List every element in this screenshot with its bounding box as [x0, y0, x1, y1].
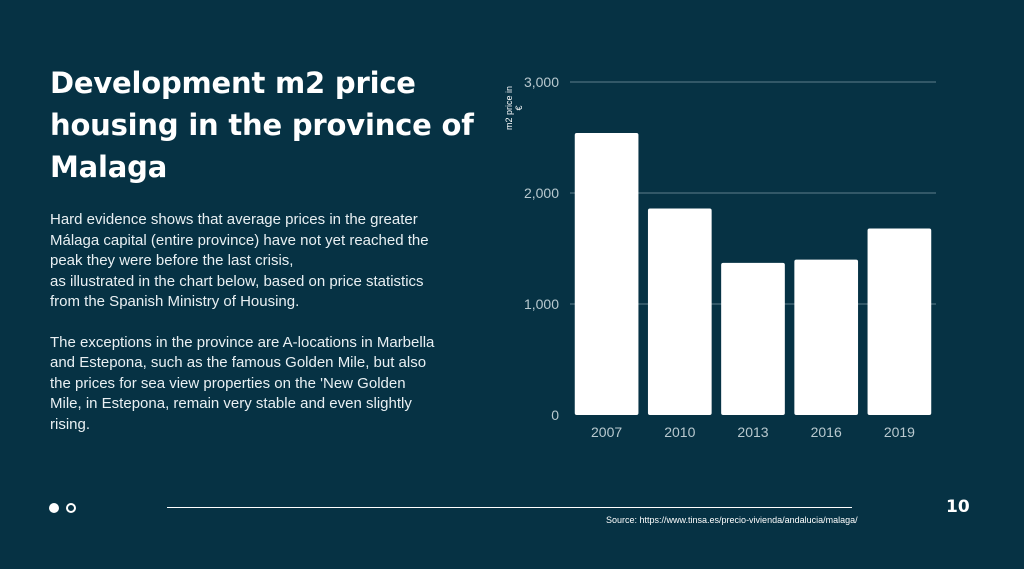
y-tick-label: 0: [551, 407, 559, 423]
text-line: rising.: [50, 415, 91, 433]
x-tick-label: 2016: [811, 424, 842, 440]
text-line: as illustrated in the chart below, based…: [50, 272, 424, 290]
indicator-dot-hollow-icon: [66, 503, 76, 513]
indicator-dot-filled-icon: [49, 503, 59, 513]
paragraph-2: The exceptions in the province are A-loc…: [50, 333, 470, 436]
x-tick-label: 2013: [737, 424, 768, 440]
text-line: Málaga capital (entire province) have no…: [50, 231, 429, 249]
bar-2013: [721, 262, 785, 415]
bar-2019: [867, 228, 932, 415]
bar-2016: [794, 259, 859, 415]
slide-indicator: [49, 503, 76, 513]
y-tick-label: 3,000: [524, 74, 559, 90]
bar-2007: [574, 133, 639, 415]
y-tick-label: 2,000: [524, 185, 559, 201]
text-line: Hard evidence shows that average prices …: [50, 211, 418, 228]
text-line: from the Spanish Ministry of Housing.: [50, 293, 300, 310]
x-axis-ticks: 2007 2010 2013 2016 2019: [591, 424, 915, 440]
bar-chart: 0 1,000 2,000 3,000 2007 2010 2013 2016 2019 m2…: [504, 74, 936, 440]
y-axis-label: m2 price in€: [504, 86, 524, 130]
bar-2010: [647, 208, 712, 415]
slide-title: Development m2 price housing in the prov…: [50, 66, 474, 184]
source-citation: Source: https://www.tinsa.es/precio-vivi…: [606, 515, 858, 525]
bars: [574, 133, 932, 415]
y-axis-ticks: 0 1,000 2,000 3,000: [524, 74, 559, 423]
y-tick-label: 1,000: [524, 296, 559, 312]
x-tick-label: 2010: [664, 424, 695, 440]
text-line: the prices for sea view properties on th…: [50, 374, 406, 392]
text-line: Mile, in Estepona, remain very stable an…: [50, 395, 412, 412]
page-number: 10: [946, 497, 970, 517]
x-tick-label: 2007: [591, 424, 622, 440]
footer-divider: [167, 507, 852, 508]
text-line: and Estepona, such as the famous Golden …: [50, 354, 427, 371]
body-text: Hard evidence shows that average prices …: [50, 210, 470, 435]
text-line: peak they were before the last crisis,: [50, 252, 294, 269]
x-tick-label: 2019: [884, 424, 915, 440]
y-axis-label-line: €: [514, 105, 524, 110]
text-line: The exceptions in the province are A-loc…: [50, 333, 435, 351]
y-axis-label-line: m2 price in: [504, 86, 514, 130]
paragraph-1: Hard evidence shows that average prices …: [50, 210, 470, 313]
